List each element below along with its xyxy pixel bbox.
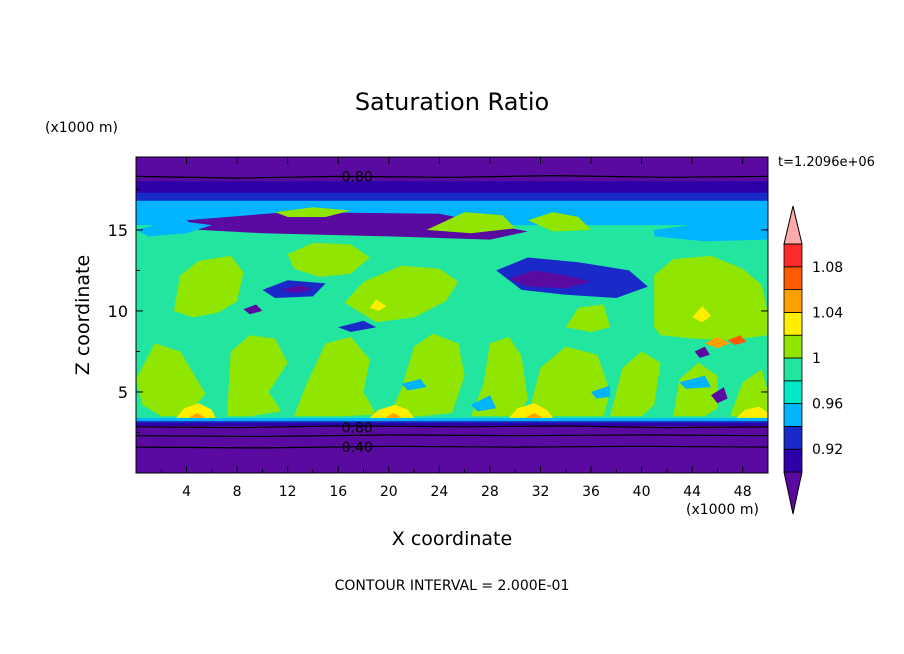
field-region	[385, 413, 402, 418]
x-tick-label: 8	[233, 484, 242, 500]
contour-line	[136, 174, 768, 179]
colorbar-label: 1.08	[812, 260, 843, 276]
colorbar-swatch	[783, 334, 803, 359]
field-region	[654, 255, 768, 341]
field-region	[176, 403, 216, 418]
field-region	[189, 413, 206, 418]
colorbar-label: 1	[812, 351, 821, 367]
field-region	[388, 333, 465, 417]
field-region	[369, 299, 387, 311]
contour-line	[136, 434, 768, 438]
field-region	[508, 403, 554, 418]
x-tick-label: 4	[182, 484, 191, 500]
field-region	[727, 335, 747, 345]
field-region	[704, 336, 731, 349]
colorbar-swatch	[783, 448, 803, 473]
field-region	[287, 242, 370, 277]
x-tick-label: 16	[329, 484, 347, 500]
field-region	[654, 220, 768, 242]
x-axis-label: X coordinate	[391, 528, 513, 550]
colorbar-swatch	[783, 357, 803, 382]
contour-line	[136, 445, 768, 449]
field-region	[173, 255, 244, 318]
field-region	[243, 304, 263, 315]
contour-labels: 0.80 0.80 0.40	[342, 169, 373, 456]
y-tick-label: 5	[118, 383, 128, 402]
colorbar-under-triangle	[783, 471, 803, 515]
contour-label: 0.80	[342, 169, 373, 185]
z-axis-unit: (x1000 m)	[45, 120, 118, 136]
x-tick-label: 36	[582, 484, 600, 500]
field-region	[401, 379, 427, 391]
colorbar-label: 0.92	[812, 442, 843, 458]
x-axis: 4 8 12 16 20 24 28 32 36 40 44 48	[160, 157, 752, 500]
field-region	[711, 387, 728, 404]
field-region	[369, 404, 415, 418]
x-tick-label: 48	[734, 484, 752, 500]
field-region	[227, 335, 288, 417]
field-region	[275, 207, 351, 217]
colorbar-over-triangle	[783, 205, 803, 245]
colorbar-swatch	[783, 380, 803, 404]
field-region	[736, 406, 768, 418]
colorbar-label: 0.96	[812, 397, 843, 413]
colorbar-label: 1.04	[812, 305, 843, 321]
field-region	[136, 343, 206, 417]
x-axis-unit: (x1000 m)	[686, 502, 759, 518]
colorbar: 0.92 0.96 1 1.04 1.08	[783, 205, 843, 515]
field-region	[610, 351, 661, 417]
field-region	[281, 285, 313, 294]
field-region	[471, 336, 528, 417]
field-region	[692, 306, 712, 323]
contour-label: 0.80	[342, 421, 373, 437]
contour-label: 0.40	[342, 440, 373, 456]
x-tick-label: 28	[481, 484, 499, 500]
colorbar-swatch	[783, 243, 803, 268]
x-tick-label: 20	[380, 484, 398, 500]
field-region	[694, 346, 710, 358]
colorbar-swatch	[783, 403, 803, 427]
field-region	[186, 212, 528, 240]
colorbar-swatch	[783, 289, 803, 313]
contour-lines	[136, 174, 768, 449]
field-region	[525, 413, 543, 418]
chart-title: Saturation Ratio	[354, 88, 550, 116]
colorbar-swatch	[783, 311, 803, 336]
y-axis: 5 10 15	[108, 188, 768, 433]
plot-frame	[135, 156, 769, 474]
x-tick-label: 40	[633, 484, 651, 500]
field-region	[673, 362, 718, 417]
colorbar-swatch	[783, 266, 803, 290]
field-region	[591, 385, 610, 399]
field-region	[527, 346, 610, 417]
field-region	[294, 336, 377, 417]
field-region	[527, 212, 591, 232]
contour-line	[136, 425, 768, 429]
field-region	[471, 395, 497, 412]
x-tick-label: 12	[279, 484, 297, 500]
x-tick-label: 32	[532, 484, 550, 500]
field-region	[730, 369, 768, 417]
field-region	[679, 375, 712, 389]
colorbar-swatch	[783, 425, 803, 450]
field-region	[338, 320, 377, 332]
x-tick-label: 24	[430, 484, 448, 500]
field-region	[136, 220, 212, 237]
contour-interval-note: CONTOUR INTERVAL = 2.000E-01	[334, 578, 570, 594]
field-region	[565, 304, 610, 332]
saturation-field	[136, 157, 768, 473]
field-region	[426, 212, 516, 234]
x-tick-label: 44	[683, 484, 701, 500]
y-tick-label: 10	[108, 302, 128, 321]
y-tick-label: 15	[108, 221, 128, 240]
field-region	[508, 270, 591, 289]
time-label: t=1.2096e+06	[778, 155, 875, 170]
